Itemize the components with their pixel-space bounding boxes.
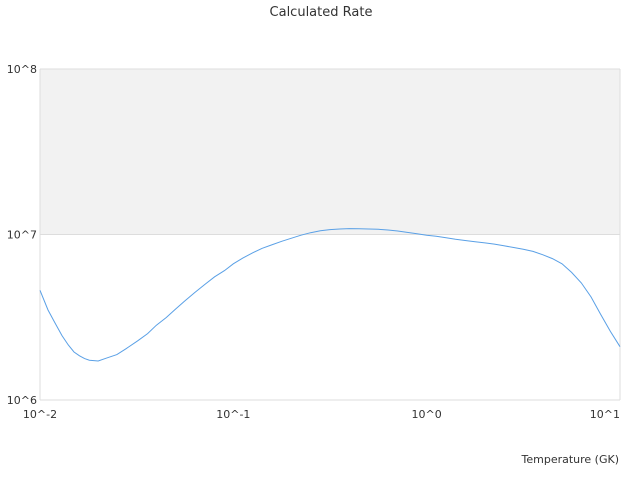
y-tick-label: 10^6 [7, 394, 37, 407]
x-axis-label: Temperature (GK) [521, 453, 620, 466]
x-tick-label: 10^0 [412, 408, 442, 421]
y-tick-label: 10^8 [7, 63, 37, 76]
x-tick-label: 10^-1 [216, 408, 250, 421]
x-tick-label: 10^1 [590, 408, 620, 421]
x-tick-label: 10^-2 [23, 408, 57, 421]
chart-title: Calculated Rate [270, 5, 373, 20]
y-tick-label: 10^7 [7, 229, 37, 242]
series-line-0 [39, 228, 621, 362]
shaded-band [40, 69, 620, 235]
